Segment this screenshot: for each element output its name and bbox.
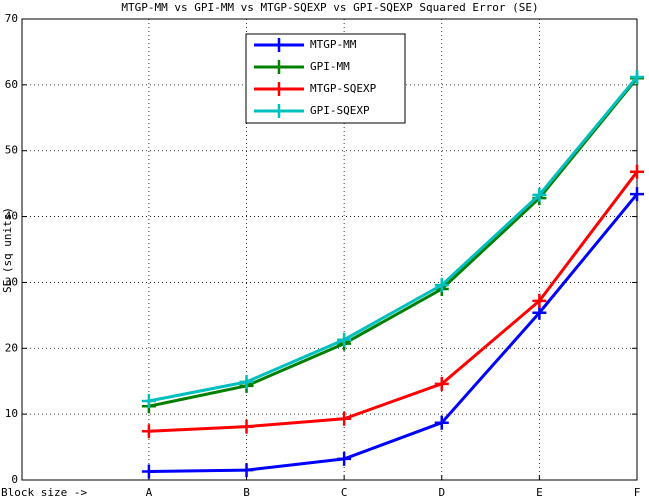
series-line	[148, 193, 639, 473]
y-tick-label: 10	[5, 407, 18, 420]
point-marker	[434, 278, 449, 293]
y-tick-label: 50	[5, 144, 18, 157]
point-marker	[239, 419, 254, 434]
legend-box	[245, 33, 406, 124]
x-tick-label: F	[634, 486, 641, 499]
legend-marker	[272, 60, 286, 74]
series-line	[148, 170, 639, 433]
series-line	[148, 75, 639, 403]
x-tick-label: E	[536, 486, 543, 499]
y-tick-label: 30	[5, 275, 18, 288]
legend-marker	[272, 82, 286, 96]
point-marker	[532, 305, 547, 320]
point-marker	[532, 293, 547, 308]
x-tick-label: Block size ->	[1, 486, 87, 499]
point-marker	[337, 332, 352, 347]
point-marker	[630, 164, 644, 179]
point-marker	[141, 424, 156, 439]
point-marker	[141, 464, 156, 479]
legend-marker	[272, 38, 286, 52]
y-tick-label: 0	[11, 473, 18, 486]
legend: MTGP-MM GPI-MM MTGP-SQEXP GPI-SQEXP	[245, 33, 406, 124]
legend-label: GPI-SQEXP	[310, 104, 370, 117]
point-marker	[630, 187, 644, 202]
point-marker	[434, 376, 449, 391]
plot-frame	[21, 18, 638, 481]
legend-label: GPI-MM	[310, 60, 350, 73]
y-tick-label: 60	[5, 78, 18, 91]
point-marker	[434, 415, 449, 430]
point-marker	[337, 451, 352, 466]
legend-label: MTGP-SQEXP	[310, 82, 377, 95]
y-tick-label: 20	[5, 341, 18, 354]
chart-title: MTGP-MM vs GPI-MM vs MTGP-SQEXP vs GPI-S…	[121, 1, 538, 14]
point-marker	[532, 187, 547, 202]
point-marker	[239, 374, 254, 389]
point-marker	[239, 463, 254, 478]
y-axis-label: SE (sq units)	[1, 207, 14, 293]
legend-label: MTGP-MM	[310, 38, 357, 51]
x-tick-label: D	[438, 486, 445, 499]
point-marker	[141, 393, 156, 408]
legend-marker	[272, 104, 286, 118]
point-marker	[630, 69, 644, 84]
series-line	[148, 77, 639, 408]
x-tick-label: B	[243, 486, 250, 499]
point-marker	[337, 411, 352, 426]
x-tick-label: A	[146, 486, 153, 499]
x-tick-label: C	[341, 486, 348, 499]
y-tick-label: 70	[5, 12, 18, 25]
y-tick-label: 40	[5, 210, 18, 223]
